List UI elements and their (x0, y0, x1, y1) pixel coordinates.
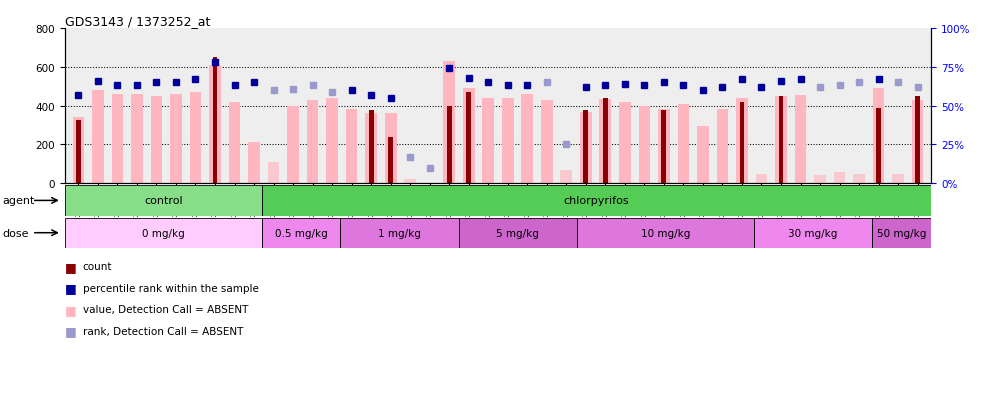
Text: 1 mg/kg: 1 mg/kg (378, 228, 421, 238)
Bar (458, 218, 577, 248)
Bar (262, 186, 931, 216)
Bar (463, 89, 474, 184)
Bar (189, 93, 201, 184)
Text: ■: ■ (65, 325, 77, 338)
Bar (716, 110, 728, 184)
Bar (209, 66, 221, 184)
Bar (92, 91, 104, 184)
Bar (262, 218, 341, 248)
Bar (327, 99, 338, 184)
Text: 50 mg/kg: 50 mg/kg (877, 228, 926, 238)
Bar (170, 95, 182, 184)
Bar (756, 175, 767, 184)
Bar (366, 114, 377, 184)
Bar (892, 174, 904, 184)
Bar (150, 97, 162, 184)
Bar (779, 97, 784, 184)
Bar (775, 97, 787, 184)
Text: 0 mg/kg: 0 mg/kg (141, 228, 184, 238)
Text: 30 mg/kg: 30 mg/kg (789, 228, 838, 238)
Bar (677, 104, 689, 184)
Text: ■: ■ (65, 282, 77, 295)
Bar (754, 218, 872, 248)
Bar (876, 108, 881, 184)
Bar (443, 62, 455, 184)
Text: control: control (143, 196, 182, 206)
Bar (739, 102, 744, 184)
Text: percentile rank within the sample: percentile rank within the sample (83, 283, 259, 293)
Bar (619, 102, 630, 184)
Bar (658, 110, 669, 184)
Text: 5 mg/kg: 5 mg/kg (496, 228, 539, 238)
Bar (911, 100, 923, 184)
Bar (369, 111, 374, 184)
Bar (65, 186, 262, 216)
Bar (73, 118, 85, 184)
Bar (112, 95, 124, 184)
Bar (268, 162, 280, 184)
Bar (447, 106, 451, 184)
Bar (603, 99, 608, 184)
Text: 0.5 mg/kg: 0.5 mg/kg (275, 228, 328, 238)
Bar (65, 218, 262, 248)
Bar (229, 102, 240, 184)
Bar (854, 174, 865, 184)
Bar (736, 99, 748, 184)
Text: value, Detection Call = ABSENT: value, Detection Call = ABSENT (83, 305, 248, 315)
Bar (541, 100, 553, 184)
Bar (561, 170, 572, 184)
Bar (577, 218, 754, 248)
Text: ■: ■ (65, 303, 77, 316)
Bar (915, 97, 920, 184)
Bar (600, 100, 612, 184)
Text: ■: ■ (65, 260, 77, 273)
Bar (384, 114, 396, 184)
Bar (522, 95, 533, 184)
Bar (341, 218, 458, 248)
Text: count: count (83, 262, 113, 272)
Bar (697, 127, 709, 184)
Bar (404, 180, 416, 184)
Bar (131, 95, 142, 184)
Bar (795, 96, 807, 184)
Bar (580, 113, 592, 184)
Bar (814, 176, 826, 184)
Bar (307, 100, 319, 184)
Bar (834, 172, 846, 184)
Text: GDS3143 / 1373252_at: GDS3143 / 1373252_at (65, 15, 210, 28)
Bar (248, 143, 260, 184)
Bar (287, 106, 299, 184)
Bar (346, 110, 358, 184)
Bar (638, 106, 650, 184)
Text: 10 mg/kg: 10 mg/kg (640, 228, 690, 238)
Bar (584, 111, 589, 184)
Text: dose: dose (2, 228, 29, 238)
Bar (212, 58, 217, 184)
Bar (388, 137, 393, 184)
Bar (661, 111, 666, 184)
Bar (482, 99, 494, 184)
Text: agent: agent (2, 196, 35, 206)
Bar (872, 218, 931, 248)
Bar (872, 89, 884, 184)
Bar (76, 121, 81, 184)
Text: rank, Detection Call = ABSENT: rank, Detection Call = ABSENT (83, 326, 243, 336)
Text: chlorpyrifos: chlorpyrifos (564, 196, 629, 206)
Bar (502, 99, 514, 184)
Bar (466, 93, 471, 184)
